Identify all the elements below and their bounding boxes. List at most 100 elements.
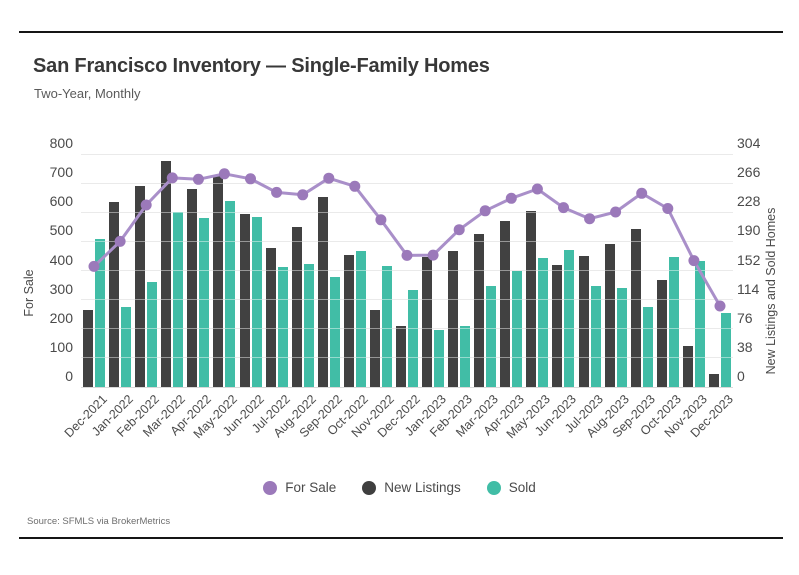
gridline-overlay bbox=[81, 153, 733, 155]
legend-label: Sold bbox=[508, 480, 536, 495]
bar-new-listings-apr-2022 bbox=[187, 188, 198, 387]
right-axis-tick: 304 bbox=[737, 135, 761, 151]
gridline bbox=[81, 211, 733, 213]
bar-new-listings-aug-2023 bbox=[604, 244, 615, 387]
bar-new-listings-jun-2022 bbox=[239, 213, 250, 387]
chart-title: San Francisco Inventory — Single-Family … bbox=[33, 55, 490, 77]
point-for-sale-apr-2022 bbox=[192, 173, 204, 185]
bottom-rule bbox=[19, 537, 783, 539]
legend-item-sold: Sold bbox=[486, 480, 536, 495]
bar-sold-sep-2022 bbox=[329, 276, 340, 387]
bar-sold-apr-2023 bbox=[512, 270, 523, 387]
bar-new-listings-jul-2023 bbox=[578, 255, 589, 387]
bar-new-listings-may-2023 bbox=[526, 211, 537, 387]
left-axis-tick: 300 bbox=[49, 280, 73, 297]
bar-sold-dec-2021 bbox=[95, 239, 106, 387]
left-axis-tick: 200 bbox=[49, 309, 73, 326]
bar-new-listings-oct-2023 bbox=[656, 279, 667, 387]
point-for-sale-oct-2022 bbox=[349, 180, 361, 192]
bar-new-listings-may-2022 bbox=[213, 174, 224, 387]
bar-new-listings-jul-2022 bbox=[265, 248, 276, 387]
gridline bbox=[81, 386, 733, 388]
bar-sold-dec-2023 bbox=[720, 313, 731, 387]
gridline bbox=[81, 299, 733, 301]
bar-new-listings-feb-2022 bbox=[135, 186, 146, 387]
legend-dot-new-listings bbox=[362, 480, 377, 495]
point-for-sale-mar-2022 bbox=[166, 172, 178, 184]
point-for-sale-dec-2021 bbox=[88, 260, 100, 272]
bar-new-listings-jan-2022 bbox=[109, 202, 120, 387]
gridline-overlay bbox=[81, 328, 733, 330]
bar-new-listings-nov-2023 bbox=[682, 345, 693, 387]
left-axis-title: For Sale bbox=[22, 269, 36, 317]
left-axis-tick: 800 bbox=[49, 135, 73, 151]
left-axis-tick: 0 bbox=[65, 368, 73, 384]
point-for-sale-feb-2023 bbox=[453, 224, 465, 236]
point-for-sale-may-2022 bbox=[218, 168, 230, 180]
source-note: Source: SFMLS via BrokerMetrics bbox=[27, 516, 171, 527]
bar-sold-may-2022 bbox=[225, 200, 236, 387]
for-sale-line-layer bbox=[88, 168, 726, 312]
gridline bbox=[81, 240, 733, 242]
bar-sold-aug-2023 bbox=[616, 288, 627, 387]
gridline-overlay bbox=[81, 270, 733, 271]
legend-dot-for-sale bbox=[263, 480, 278, 495]
point-for-sale-jul-2023 bbox=[584, 213, 596, 225]
gridline-overlay bbox=[81, 240, 733, 242]
gridline bbox=[81, 153, 733, 155]
right-axis-tick: 0 bbox=[737, 368, 745, 384]
bar-new-listings-dec-2022 bbox=[396, 325, 406, 387]
point-for-sale-may-2023 bbox=[531, 183, 543, 195]
bar-sold-jun-2022 bbox=[251, 216, 262, 387]
bar-new-listings-jan-2023 bbox=[422, 256, 433, 387]
left-axis-tick: 600 bbox=[49, 193, 73, 210]
point-for-sale-dec-2022 bbox=[401, 249, 413, 261]
right-axis-tick: 152 bbox=[737, 251, 761, 268]
point-for-sale-jun-2022 bbox=[245, 173, 256, 185]
point-for-sale-sep-2023 bbox=[636, 187, 648, 199]
point-for-sale-dec-2023 bbox=[714, 300, 726, 312]
x-axis-labels: Dec-2021 Jan-2022 Feb-2022 Mar-2022 Apr-2022… bbox=[62, 387, 736, 465]
bar-new-listings-feb-2023 bbox=[448, 250, 459, 387]
bar-new-listings-nov-2022 bbox=[369, 310, 380, 387]
legend-item-for-sale: For Sale bbox=[263, 480, 336, 495]
bar-new-listings-dec-2023 bbox=[708, 373, 719, 387]
point-for-sale-jan-2022 bbox=[114, 235, 126, 247]
gridline-overlay bbox=[81, 299, 733, 301]
bar-sold-apr-2022 bbox=[199, 217, 210, 387]
point-for-sale-aug-2023 bbox=[610, 206, 622, 218]
bar-new-listings-sep-2022 bbox=[317, 196, 328, 387]
bar-new-listings-apr-2023 bbox=[500, 220, 511, 387]
gridline bbox=[81, 357, 733, 359]
bar-sold-jul-2022 bbox=[277, 266, 288, 387]
point-for-sale-sep-2022 bbox=[323, 172, 335, 184]
legend-label: For Sale bbox=[285, 480, 337, 495]
bar-sold-aug-2022 bbox=[303, 263, 314, 387]
bar-sold-nov-2023 bbox=[694, 260, 705, 387]
bar-new-listings-aug-2022 bbox=[291, 226, 302, 387]
bar-sold-jan-2023 bbox=[434, 330, 445, 387]
legend: For Sale New Listings Sold bbox=[0, 480, 799, 495]
point-for-sale-feb-2022 bbox=[140, 199, 152, 211]
right-axis-tick: 76 bbox=[737, 309, 753, 326]
bar-sold-feb-2022 bbox=[147, 282, 158, 387]
bar-new-listings-mar-2022 bbox=[161, 160, 172, 387]
gridline bbox=[81, 182, 733, 184]
right-axis-tick: 38 bbox=[737, 338, 753, 355]
left-axis-tick: 500 bbox=[49, 222, 73, 239]
for-sale-line bbox=[92, 172, 722, 307]
bar-sold-oct-2023 bbox=[668, 257, 679, 387]
chart-area: For Sale New Listings and Sold Homes 800… bbox=[0, 136, 799, 388]
left-axis-tick: 100 bbox=[49, 338, 73, 355]
point-for-sale-jan-2023 bbox=[427, 249, 439, 261]
bar-new-listings-jun-2023 bbox=[552, 265, 563, 387]
bar-new-listings-sep-2023 bbox=[630, 229, 641, 387]
bar-sold-nov-2022 bbox=[381, 265, 392, 387]
legend-label: New Listings bbox=[384, 480, 461, 495]
gridline-overlay bbox=[81, 182, 733, 184]
point-for-sale-oct-2023 bbox=[662, 203, 674, 214]
point-for-sale-jul-2022 bbox=[271, 186, 283, 198]
bar-sold-jul-2023 bbox=[590, 285, 601, 387]
bar-sold-feb-2023 bbox=[460, 326, 471, 387]
